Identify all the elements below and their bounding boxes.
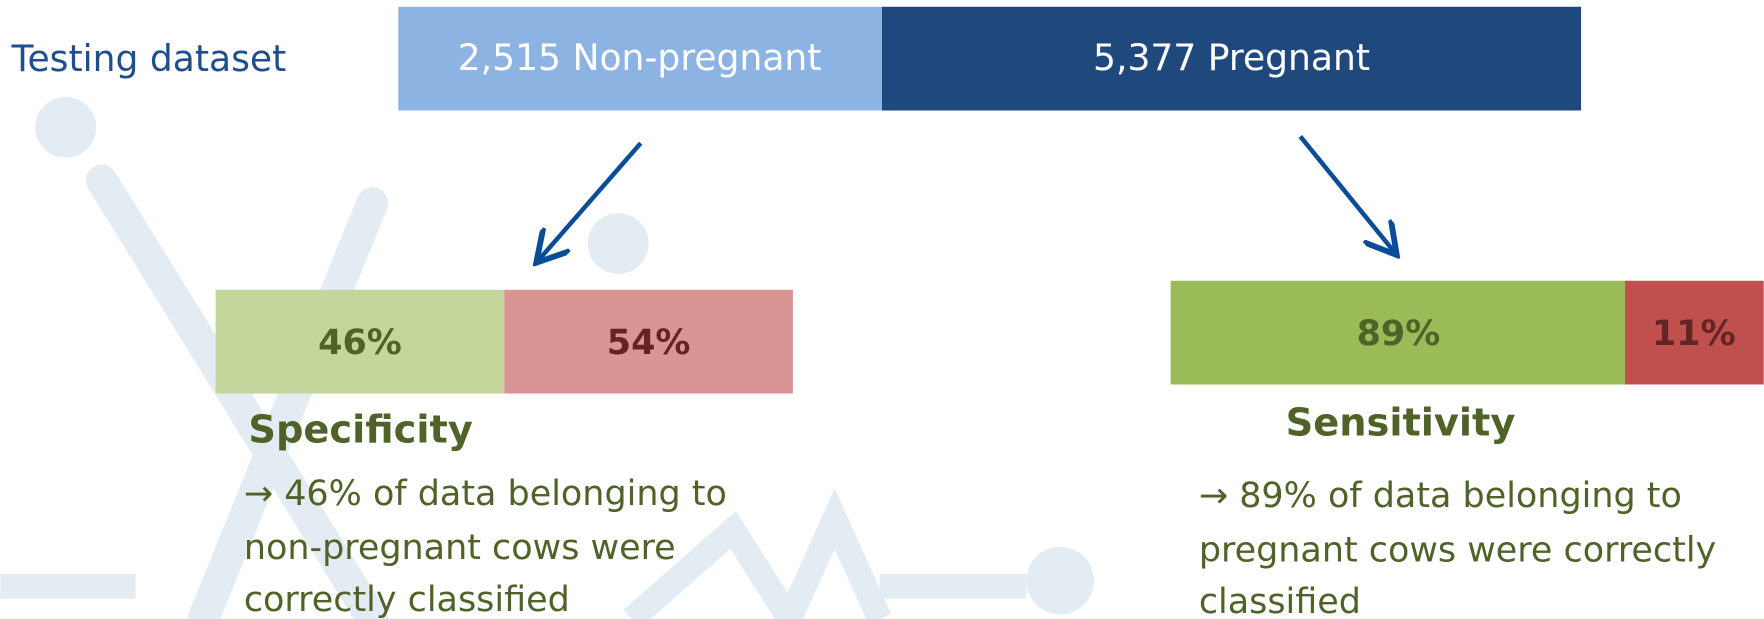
description: pregnant cows were correctly <box>1199 530 1716 570</box>
arrow <box>1300 136 1394 251</box>
description: classified <box>1199 582 1361 619</box>
percent: 46% <box>318 323 402 363</box>
percent: 54% <box>607 323 691 363</box>
description: correctly classified <box>244 580 570 619</box>
description: → 89% of data belonging to <box>1199 476 1682 516</box>
description: → 46% of data belonging to <box>244 474 727 514</box>
segment-label: 2,515 Non-pregnant <box>458 37 822 79</box>
title: Testing dataset <box>11 38 287 80</box>
panel-title: Sensitivity <box>1286 401 1516 446</box>
percent: 11% <box>1652 314 1736 354</box>
segment-label: 5,377 Pregnant <box>1093 37 1370 79</box>
panel-title: Specificity <box>248 407 472 452</box>
description: non-pregnant cows were <box>244 528 676 568</box>
percent: 89% <box>1357 314 1441 354</box>
slide: Testing dataset 2,515 Non-pregnant 5,377… <box>0 0 1764 619</box>
